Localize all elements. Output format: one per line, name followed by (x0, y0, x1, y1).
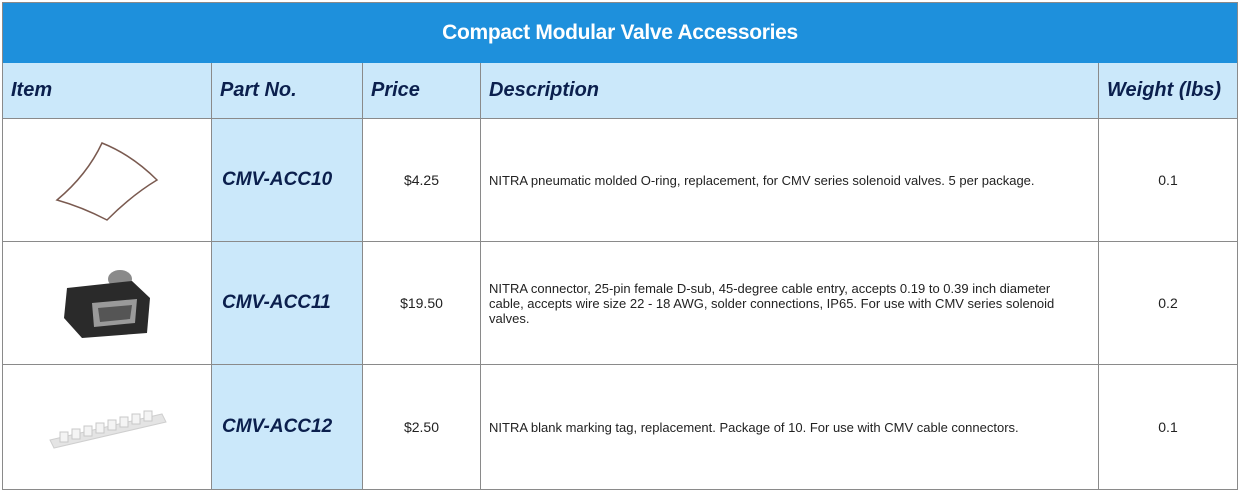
weight: 0.1 (1099, 365, 1237, 489)
table-title: Compact Modular Valve Accessories (3, 3, 1237, 63)
weight: 0.1 (1099, 119, 1237, 242)
connector-icon (52, 263, 162, 343)
item-image (3, 119, 212, 242)
table: Compact Modular Valve Accessories Item P… (2, 2, 1238, 490)
column-header: Item (3, 63, 212, 119)
column-header: Description (481, 63, 1099, 119)
weight: 0.2 (1099, 242, 1237, 365)
item-image (3, 242, 212, 365)
price: $19.50 (363, 242, 481, 365)
column-header: Weight (lbs) (1099, 63, 1237, 119)
column-header: Price (363, 63, 481, 119)
page: Compact Modular Valve Accessories Item P… (0, 0, 1241, 494)
item-image (3, 365, 212, 489)
price: $4.25 (363, 119, 481, 242)
description: NITRA blank marking tag, replacement. Pa… (481, 365, 1099, 489)
description: NITRA connector, 25-pin female D-sub, 45… (481, 242, 1099, 365)
tag-strip-icon (42, 402, 172, 452)
column-header: Part No. (212, 63, 363, 119)
price: $2.50 (363, 365, 481, 489)
part-number: CMV-ACC12 (212, 365, 363, 489)
description: NITRA pneumatic molded O-ring, replaceme… (481, 119, 1099, 242)
o-ring-icon (47, 135, 167, 225)
part-number: CMV-ACC11 (212, 242, 363, 365)
part-number: CMV-ACC10 (212, 119, 363, 242)
